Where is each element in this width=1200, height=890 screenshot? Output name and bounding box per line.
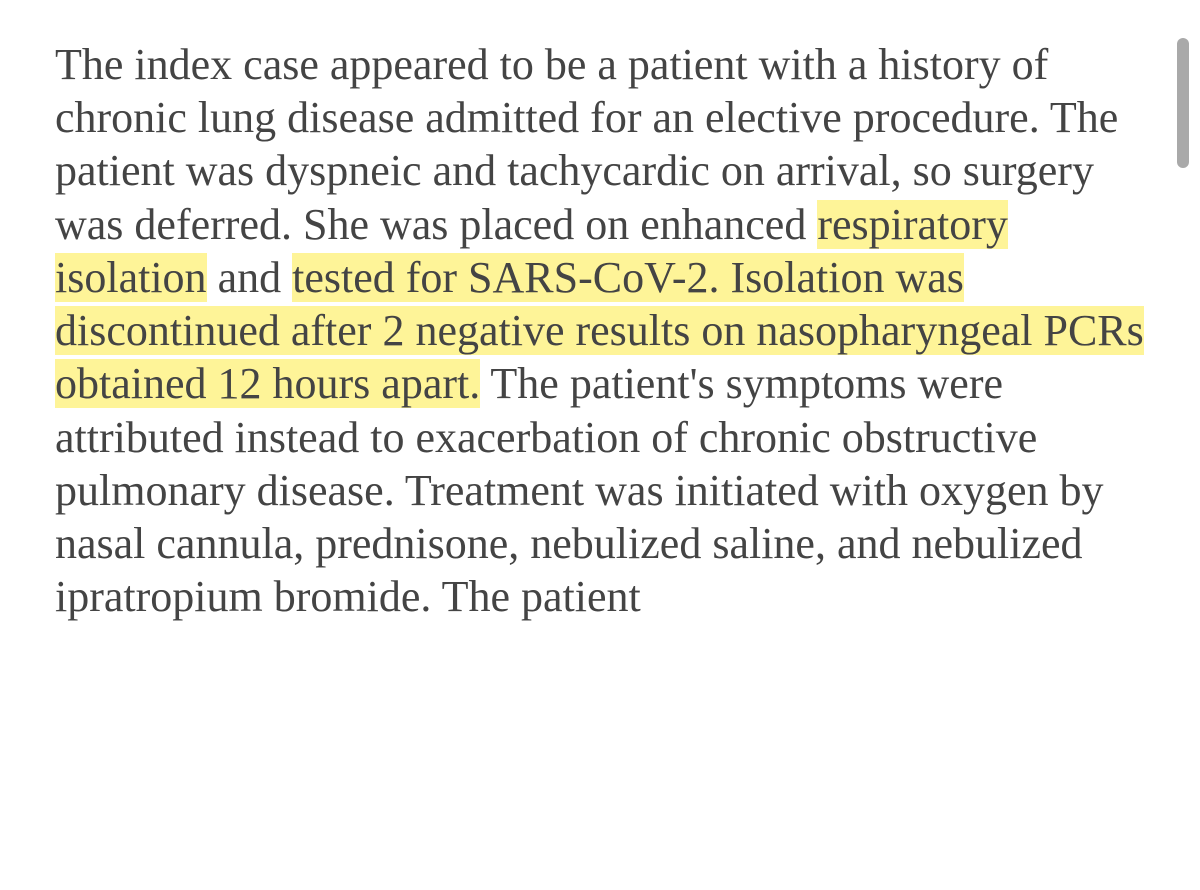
- document-content: The index case appeared to be a patient …: [0, 0, 1200, 624]
- text-segment: and: [207, 253, 293, 302]
- body-paragraph: The index case appeared to be a patient …: [55, 38, 1145, 624]
- scrollbar-thumb[interactable]: [1177, 38, 1189, 168]
